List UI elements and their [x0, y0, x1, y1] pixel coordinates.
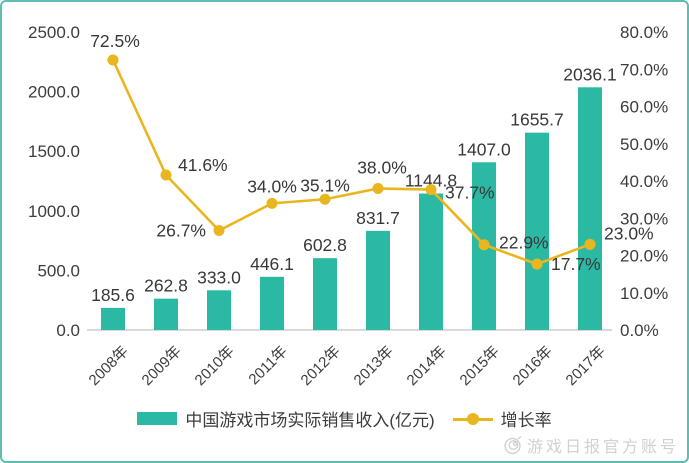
x-axis-label: 2017年 — [563, 343, 609, 389]
x-axis-label: 2009年 — [139, 343, 185, 389]
x-axis-label: 2011年 — [245, 343, 290, 388]
bar — [260, 276, 284, 330]
bar-value-label: 831.7 — [356, 208, 400, 228]
bar — [101, 307, 125, 330]
line-marker — [478, 239, 490, 251]
legend-item-revenue: 中国游戏市场实际销售收入(亿元) — [137, 406, 435, 431]
bar-value-label: 602.8 — [303, 235, 347, 255]
left-axis-tick: 500.0 — [37, 261, 80, 280]
line-marker — [213, 225, 225, 237]
bar-value-label: 1144.8 — [405, 171, 457, 191]
right-axis-tick: 80.0% — [620, 23, 668, 42]
x-axis-label: 2016年 — [510, 343, 556, 389]
bar-value-label: 1407.0 — [457, 139, 511, 159]
line-marker — [319, 193, 331, 205]
x-axis-label: 2015年 — [457, 343, 503, 389]
line-marker — [107, 54, 119, 66]
bar — [525, 132, 549, 330]
right-axis-tick: 40.0% — [620, 172, 668, 191]
right-axis-tick: 70.0% — [620, 60, 668, 79]
line-marker — [425, 184, 437, 196]
line-value-label: 23.0% — [604, 223, 654, 243]
line-marker — [584, 238, 596, 250]
line-value-label: 37.7% — [445, 183, 495, 203]
left-axis-tick: 2500.0 — [28, 23, 80, 42]
legend: 中国游戏市场实际销售收入(亿元) 增长率 — [2, 406, 687, 431]
right-axis-tick: 10.0% — [620, 284, 668, 303]
right-axis-tick: 50.0% — [620, 135, 668, 154]
watermark-text: 游戏日报官方账号 — [526, 439, 679, 456]
line-value-label: 35.1% — [300, 175, 350, 195]
left-axis-tick: 1000.0 — [28, 202, 80, 221]
x-axis-label: 2013年 — [351, 343, 397, 389]
line-value-label: 38.0% — [357, 157, 407, 177]
line-value-label: 17.7% — [551, 254, 601, 274]
legend-item-growth: 增长率 — [452, 406, 552, 431]
line-value-label: 22.9% — [499, 233, 549, 253]
x-axis-label: 2008年 — [86, 343, 132, 389]
right-axis-tick: 0.0% — [620, 321, 659, 340]
bar-value-label: 2036.1 — [563, 64, 617, 84]
line-marker — [160, 169, 172, 181]
watermark-logo-icon — [504, 435, 522, 455]
legend-line-swatch — [452, 412, 493, 425]
bar-value-label: 333.0 — [197, 267, 241, 287]
right-axis-tick: 60.0% — [620, 98, 668, 117]
bar — [578, 87, 602, 331]
left-axis-tick: 0.0 — [56, 321, 80, 340]
legend-line-dot — [466, 412, 479, 425]
watermark: 游戏日报官方账号 — [502, 433, 679, 457]
left-axis-tick: 2000.0 — [28, 83, 80, 102]
line-marker — [266, 197, 278, 209]
line-value-label: 41.6% — [178, 155, 228, 175]
legend-growth-label: 增长率 — [500, 411, 552, 430]
bar-value-label: 185.6 — [91, 285, 135, 305]
bar-value-label: 446.1 — [250, 254, 294, 274]
line-value-label: 72.5% — [90, 31, 140, 51]
right-axis-tick: 20.0% — [620, 247, 668, 266]
bar — [419, 193, 443, 330]
line-marker — [372, 182, 384, 194]
left-axis-tick: 1500.0 — [28, 142, 80, 161]
line-value-label: 34.0% — [247, 176, 297, 196]
bar — [207, 290, 231, 330]
x-axis-label: 2014年 — [404, 343, 450, 389]
line-marker — [531, 258, 543, 270]
line-value-label: 26.7% — [156, 221, 206, 241]
legend-revenue-label: 中国游戏市场实际销售收入(亿元) — [185, 411, 435, 430]
x-axis-label: 2010年 — [192, 343, 238, 389]
right-axis-tick: 30.0% — [620, 209, 668, 228]
legend-bar-swatch — [137, 412, 178, 425]
x-axis-label: 2012年 — [298, 343, 344, 389]
bar — [313, 258, 337, 330]
growth-line — [111, 59, 591, 266]
bar-value-label: 1655.7 — [510, 110, 564, 130]
bar — [154, 298, 178, 330]
bar-value-label: 262.8 — [144, 276, 188, 296]
bar — [366, 230, 390, 330]
